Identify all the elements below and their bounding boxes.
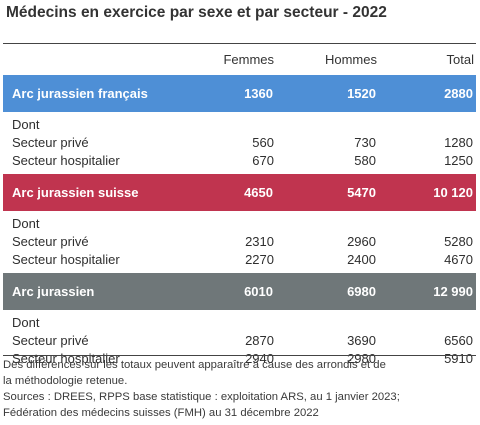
table-header-row: Femmes Hommes Total	[3, 44, 476, 75]
region-row-arc-jurassien: Arc jurassien 6010 6980 12 990	[3, 273, 476, 310]
region-name: Arc jurassien suisse	[3, 174, 175, 211]
footnote-line: Sources : DREES, RPPS base statistique :…	[3, 391, 400, 403]
column-header-hommes: Hommes	[324, 52, 377, 67]
hommes-value: 2980	[347, 351, 376, 366]
total-value: 6560	[444, 333, 473, 348]
sector-label: Secteur privé	[12, 135, 89, 150]
table-row: Secteur hospitalier 670 580 1250	[3, 152, 476, 174]
footnotes: Des différences sur les totaux peuvent a…	[3, 357, 477, 421]
table-row: Secteur hospitalier 2940 2980 5910	[3, 350, 476, 372]
hommes-value: 3690	[347, 333, 376, 348]
region-row-arc-jurassien-francais: Arc jurassien français 1360 1520 2880	[3, 75, 476, 112]
table-row: Secteur privé 2870 3690 6560	[3, 332, 476, 350]
footnote-line: la méthodologie retenue.	[3, 375, 128, 387]
footnote-line: Des différences sur les totaux peuvent a…	[3, 359, 386, 371]
dont-label: Dont	[12, 315, 40, 330]
column-header-total: Total	[446, 52, 474, 67]
sector-label: Secteur privé	[12, 234, 89, 249]
table-row: Secteur privé 2310 2960 5280	[3, 233, 476, 251]
region-femmes-value: 6010	[175, 273, 275, 310]
total-value: 4670	[444, 252, 473, 267]
region-total-value: 10 120	[377, 174, 476, 211]
femmes-value: 2940	[245, 351, 274, 366]
sector-label: Secteur hospitalier	[12, 252, 120, 267]
sector-label: Secteur privé	[12, 333, 89, 348]
region-total-value: 12 990	[377, 273, 476, 310]
total-value: 5280	[444, 234, 473, 249]
region-name: Arc jurassien	[3, 273, 175, 310]
total-value: 1250	[444, 153, 473, 168]
sector-label: Secteur hospitalier	[12, 153, 120, 168]
femmes-value: 2310	[245, 234, 274, 249]
footnote-line: Fédération des médecins suisses (FMH) au…	[3, 407, 319, 419]
table-row: Secteur privé 560 730 1280	[3, 134, 476, 152]
region-row-arc-jurassien-suisse: Arc jurassien suisse 4650 5470 10 120	[3, 174, 476, 211]
hommes-value: 2400	[347, 252, 376, 267]
hommes-value: 730	[354, 135, 376, 150]
top-divider	[3, 43, 476, 44]
region-femmes-value: 1360	[175, 75, 275, 112]
region-total-value: 2880	[377, 75, 476, 112]
hommes-value: 2960	[347, 234, 376, 249]
page-title: Médecins en exercice par sexe et par sec…	[6, 4, 387, 21]
column-header-femmes: Femmes	[223, 52, 274, 67]
dont-label: Dont	[12, 117, 40, 132]
region-hommes-value: 1520	[275, 75, 377, 112]
region-femmes-value: 4650	[175, 174, 275, 211]
femmes-value: 560	[252, 135, 274, 150]
column-header-label	[3, 44, 175, 75]
table-row: Secteur hospitalier 2270 2400 4670	[3, 251, 476, 273]
region-hommes-value: 5470	[275, 174, 377, 211]
femmes-value: 2870	[245, 333, 274, 348]
femmes-value: 670	[252, 153, 274, 168]
bottom-divider	[3, 355, 476, 356]
dont-row: Dont	[3, 211, 476, 233]
total-value: 5910	[444, 351, 473, 366]
dont-label: Dont	[12, 216, 40, 231]
hommes-value: 580	[354, 153, 376, 168]
dont-row: Dont	[3, 112, 476, 134]
femmes-value: 2270	[245, 252, 274, 267]
dont-row: Dont	[3, 310, 476, 332]
sector-label: Secteur hospitalier	[12, 351, 120, 366]
total-value: 1280	[444, 135, 473, 150]
region-hommes-value: 6980	[275, 273, 377, 310]
region-name: Arc jurassien français	[3, 75, 175, 112]
physicians-table: Femmes Hommes Total Arc jurassien frança…	[3, 44, 476, 372]
